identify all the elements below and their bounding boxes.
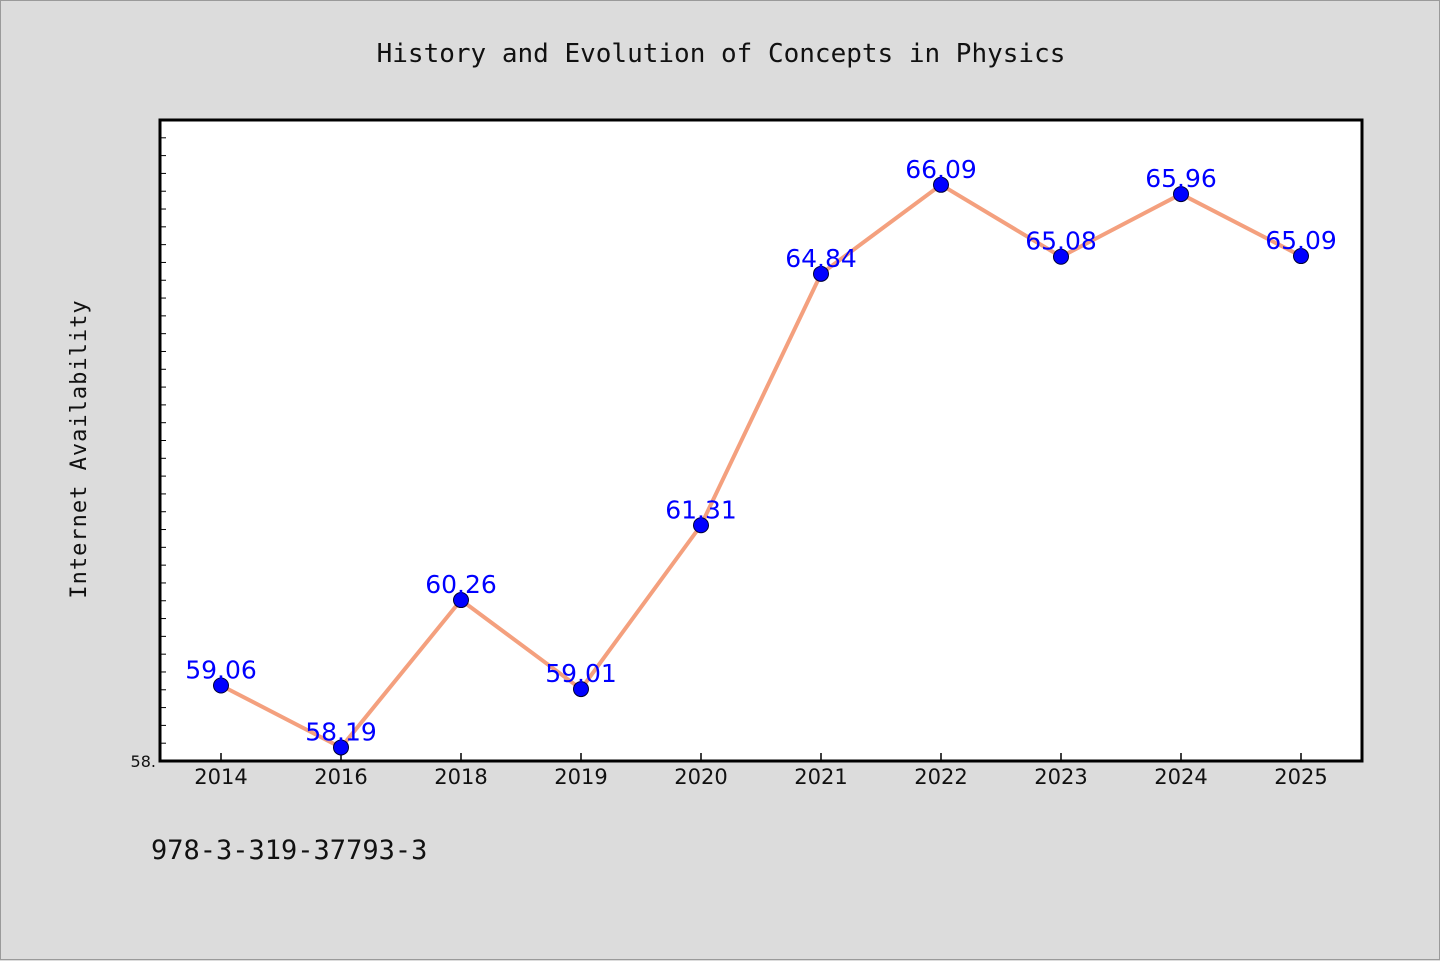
- data-label: 66.09: [905, 155, 977, 184]
- data-point-marker: [933, 176, 949, 193]
- data-label: 59.06: [185, 656, 257, 685]
- x-tick-label: 2014: [194, 765, 247, 789]
- data-label: 64.84: [785, 244, 857, 273]
- data-point-marker: [813, 265, 829, 282]
- x-tick-label: 2022: [914, 765, 967, 789]
- series-line: [220, 182, 1302, 750]
- y-axis-label: Internet Availability: [67, 299, 92, 598]
- x-tick-label: 2016: [314, 765, 367, 789]
- plot-area: [158, 118, 1364, 763]
- data-point-marker: [453, 592, 469, 609]
- data-label: 61.31: [665, 495, 737, 524]
- data-label: 65.96: [1145, 164, 1217, 193]
- isbn-text: 978-3-319-37793-3: [151, 835, 428, 866]
- x-tick-label: 2024: [1154, 765, 1207, 789]
- data-point-marker: [693, 517, 709, 534]
- data-point-marker: [573, 681, 589, 698]
- data-label: 58.19: [305, 717, 377, 746]
- x-tick-label: 2020: [674, 765, 727, 789]
- y-min-tick-label: 58.: [131, 752, 156, 771]
- x-axis: 2014 2016 2018 2019 2020 2021 2022 2023 2024 2025: [194, 753, 1328, 789]
- x-tick-label: 2023: [1034, 765, 1087, 789]
- data-point-marker: [1293, 248, 1309, 265]
- series-layer: 59.06 58.19 60.26 59.01 61.31 64.84 66.09 65.08…: [185, 155, 1337, 756]
- data-point-marker: [1173, 186, 1189, 203]
- data-label: 65.09: [1265, 226, 1337, 255]
- x-tick-label: 2019: [554, 765, 607, 789]
- x-tick-label: 2025: [1274, 765, 1327, 789]
- data-label: 59.01: [545, 659, 617, 688]
- chart-title: History and Evolution of Concepts in Phy…: [377, 39, 1066, 69]
- data-point-marker: [1053, 248, 1069, 265]
- x-tick-label: 2021: [794, 765, 847, 789]
- data-label: 60.26: [425, 570, 497, 599]
- x-tick-label: 2018: [434, 765, 487, 789]
- data-point-marker: [333, 739, 349, 756]
- data-label: 65.08: [1025, 227, 1097, 256]
- y-axis-minor-ticks: [160, 137, 166, 744]
- data-point-marker: [213, 677, 229, 694]
